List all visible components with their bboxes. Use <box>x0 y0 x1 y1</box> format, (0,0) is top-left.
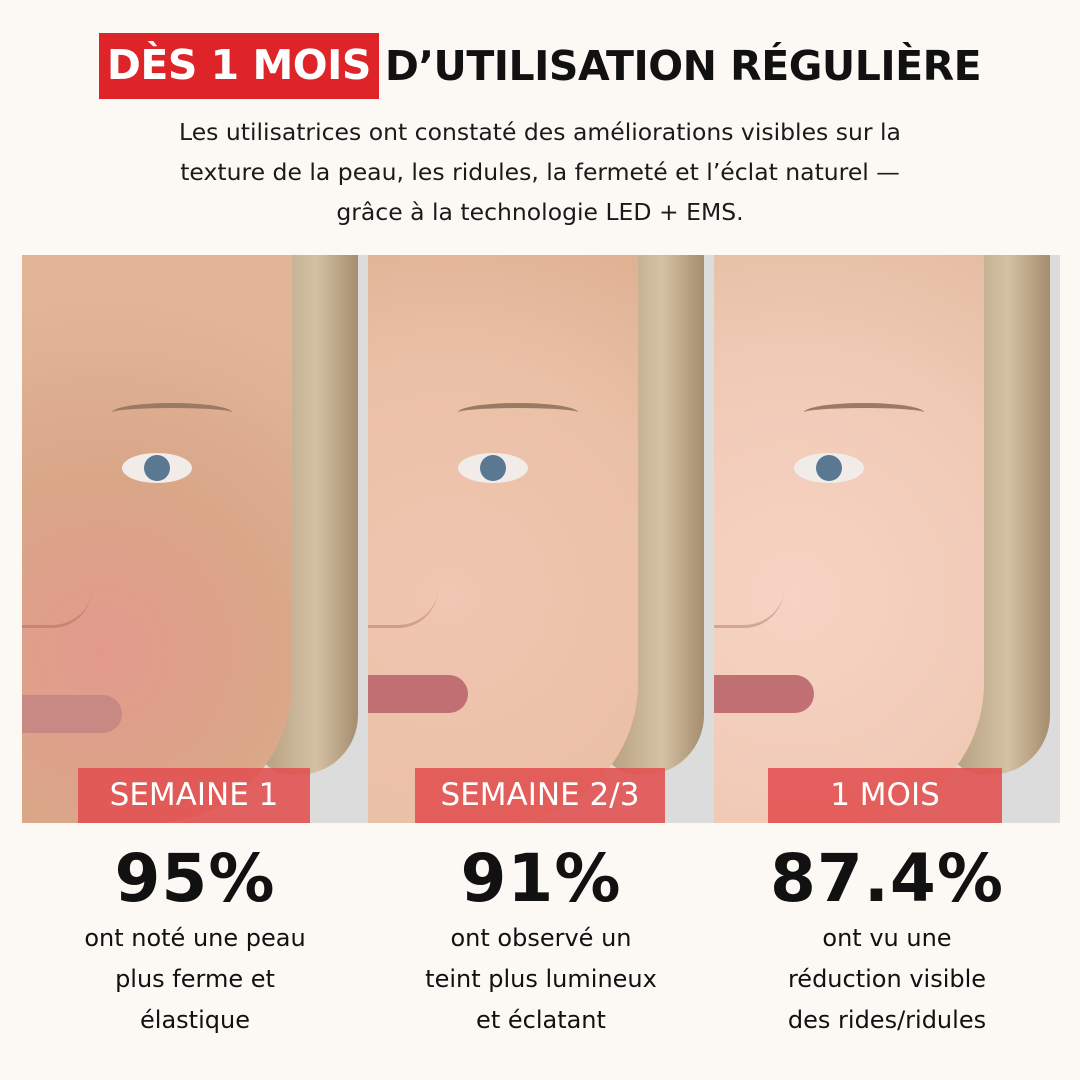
stat-percent: 87.4% <box>770 840 1004 917</box>
label-week-1: SEMAINE 1 <box>78 768 310 823</box>
photo-week-1 <box>22 255 368 823</box>
subtitle-line: texture de la peau, les ridules, la ferm… <box>180 158 900 186</box>
stat-description: élastique <box>140 1006 250 1034</box>
stat-percent: 95% <box>114 840 276 917</box>
stat-description: ont noté une peau <box>84 924 306 952</box>
stat-description: ont vu une <box>822 924 952 952</box>
stat-month-1: 87.4% ont vu une réduction visible des r… <box>714 840 1060 1041</box>
subtitle-line: Les utilisatrices ont constaté des améli… <box>179 118 901 146</box>
headline: DÈS 1 MOIS D’UTILISATION RÉGULIÈRE <box>0 33 1080 99</box>
subtitle: Les utilisatrices ont constaté des améli… <box>60 112 1020 232</box>
photo-week-2-3 <box>368 255 714 823</box>
headline-text: D’UTILISATION RÉGULIÈRE <box>384 42 982 90</box>
stat-description: réduction visible <box>787 965 987 993</box>
stat-description: des rides/ridules <box>787 1006 987 1034</box>
stat-description: ont observé un <box>450 924 632 952</box>
stat-percent: 91% <box>460 840 622 917</box>
stat-description: et éclatant <box>476 1006 606 1034</box>
stat-description: teint plus lumineux <box>425 965 657 993</box>
headline-highlight: DÈS 1 MOIS <box>98 33 379 99</box>
stat-week-1: 95% ont noté une peau plus ferme et élas… <box>22 840 368 1041</box>
stat-week-2-3: 91% ont observé un teint plus lumineux e… <box>368 840 714 1041</box>
stat-description: plus ferme et <box>115 965 275 993</box>
subtitle-line: grâce à la technologie LED + EMS. <box>336 198 744 226</box>
photo-month-1 <box>714 255 1060 823</box>
label-week-2-3: SEMAINE 2/3 <box>415 768 665 823</box>
label-month-1: 1 MOIS <box>768 768 1002 823</box>
